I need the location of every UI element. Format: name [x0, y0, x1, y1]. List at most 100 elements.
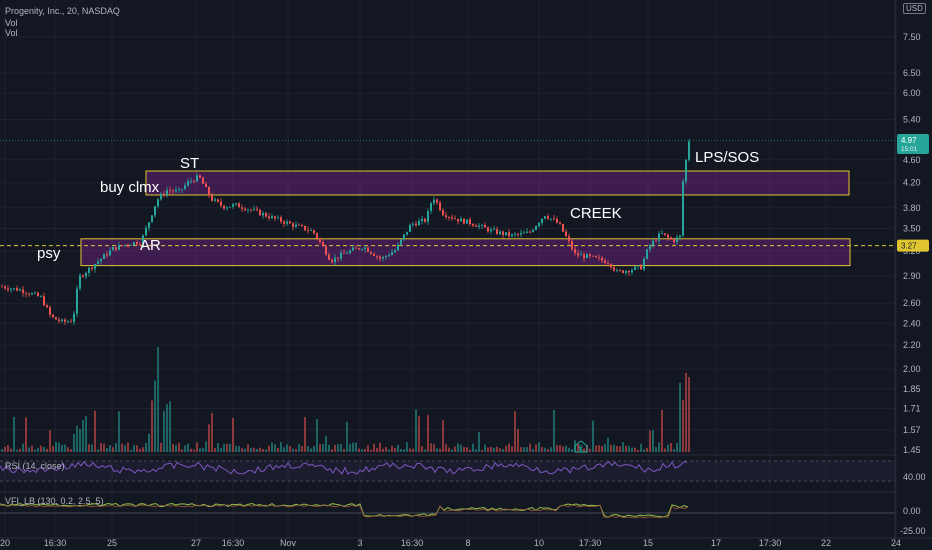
candle-body: [55, 317, 57, 320]
annotation-psy[interactable]: psy: [37, 245, 61, 262]
level-price-badge: 3.27: [897, 239, 929, 252]
volume-bar: [349, 444, 351, 452]
candle-body: [376, 255, 378, 257]
volume-bar: [127, 442, 129, 452]
annotation-creek[interactable]: CREEK: [570, 205, 622, 222]
volume-bar: [301, 445, 303, 452]
annotation-st[interactable]: ST: [180, 155, 199, 172]
candle-body: [685, 159, 687, 182]
volume-bar: [328, 444, 330, 452]
earnings-marker[interactable]: E: [574, 440, 588, 453]
candle-body: [130, 244, 132, 246]
candle-body: [181, 189, 183, 190]
price-axis[interactable]: 7.506.506.005.404.604.203.803.503.202.90…: [903, 32, 921, 455]
volume-legend-1[interactable]: Vol: [5, 18, 18, 28]
last-price-value: 4.97: [901, 136, 917, 145]
currency-badge[interactable]: USD: [903, 3, 926, 14]
trading-range-box-1[interactable]: [80, 238, 851, 267]
candle-body: [634, 266, 636, 270]
volume-bar: [193, 449, 195, 452]
volume-bar: [79, 428, 81, 452]
volume-bar: [481, 449, 483, 452]
candlesticks: [1, 138, 690, 326]
rsi-label[interactable]: RSI (14, close): [5, 461, 65, 471]
annotation-lps-sos[interactable]: LPS/SOS: [695, 149, 759, 166]
candle-body: [448, 216, 450, 218]
volume-bar: [217, 442, 219, 452]
candle-body: [148, 222, 150, 228]
volume-bar: [331, 449, 333, 452]
candle-body: [79, 275, 81, 289]
volume-bar: [232, 417, 234, 452]
annotation-ar[interactable]: AR: [140, 237, 161, 254]
candle-body: [205, 183, 207, 188]
volume-bar: [1, 449, 3, 452]
candle-body: [193, 180, 195, 182]
level-price-value: 3.27: [901, 242, 917, 251]
volume-bar: [172, 444, 174, 452]
volume-bar: [196, 442, 198, 452]
price-tick-1: 6.50: [903, 68, 921, 78]
rsi-level-40: 40.00: [903, 472, 926, 482]
volume-bar: [385, 446, 387, 452]
volume-bar: [496, 446, 498, 452]
candle-body: [307, 230, 309, 231]
volume-bar: [88, 444, 90, 452]
candle-body: [202, 177, 204, 184]
volume-legend-2[interactable]: Vol: [5, 28, 18, 38]
candle-body: [313, 230, 315, 234]
volume-bar: [379, 442, 381, 452]
volume-bar: [619, 446, 621, 452]
volume-bar: [244, 448, 246, 452]
volume-bar: [562, 446, 564, 452]
candle-body: [70, 321, 72, 323]
candle-body: [328, 254, 330, 260]
candle-body: [262, 213, 264, 216]
candle-body: [169, 190, 171, 191]
candle-body: [538, 222, 540, 227]
candle-body: [493, 229, 495, 230]
candle-body: [517, 234, 519, 235]
volume-bar: [502, 449, 504, 452]
candle-body: [211, 195, 213, 201]
candle-body: [337, 257, 339, 259]
candle-body: [397, 244, 399, 251]
candle-body: [604, 260, 606, 264]
volume-bar: [76, 425, 78, 452]
candle-body: [280, 217, 282, 222]
vfi-label[interactable]: VFI_LB (130, 0.2, 2.5, 5): [5, 496, 104, 506]
volume-bar: [22, 443, 24, 452]
volume-bar: [637, 449, 639, 452]
price-tick-7: 3.50: [903, 224, 921, 234]
candle-body: [106, 254, 108, 256]
candle-body: [310, 230, 312, 231]
volume-bar: [652, 430, 654, 452]
candle-body: [655, 240, 657, 242]
candle-body: [268, 216, 270, 219]
volume-bar: [148, 433, 150, 452]
volume-bar: [316, 419, 318, 452]
trading-range-box-0[interactable]: [145, 170, 850, 196]
volume-bar: [631, 447, 633, 452]
volume-bar: [580, 446, 582, 452]
candle-body: [469, 219, 471, 225]
time-axis[interactable]: 20 16:30 25 27 16:30 Nov 3 16:30 8 10 17:30 15 17 17:…: [0, 538, 901, 548]
volume-bar: [226, 443, 228, 452]
candle-body: [535, 226, 537, 230]
candle-body: [112, 247, 114, 251]
volume-bar: [304, 417, 306, 452]
candle-body: [115, 247, 117, 250]
candle-body: [625, 270, 627, 273]
volume-bar: [313, 446, 315, 452]
volume-bar: [241, 448, 243, 452]
volume-bar: [427, 414, 429, 452]
candle-body: [571, 241, 573, 250]
candle-body: [235, 203, 237, 205]
symbol-title[interactable]: Progenity, Inc., 20, NASDAQ: [5, 6, 120, 16]
annotation-buy-clmx[interactable]: buy clmx: [100, 179, 160, 196]
candle-body: [496, 229, 498, 234]
volume-bar: [340, 444, 342, 452]
candle-body: [214, 199, 216, 201]
